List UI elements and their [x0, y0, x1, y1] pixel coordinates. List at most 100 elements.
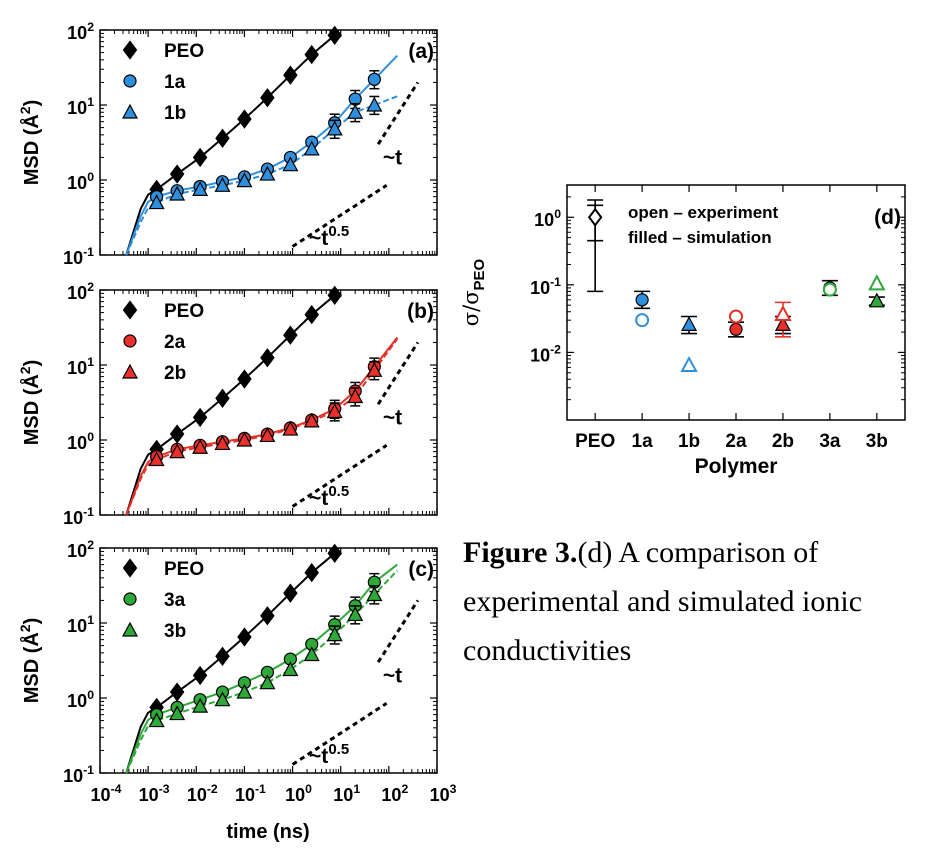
legend-label-PEO: PEO [164, 301, 204, 322]
data-point-PEO [169, 164, 185, 184]
data-point-PEO [327, 285, 342, 305]
legend-experiment: open – experiment [628, 203, 779, 222]
x-tick-label: 2b [772, 431, 794, 452]
y-tick-label: 101 [67, 95, 94, 118]
data-point-PEO [215, 646, 230, 666]
y-axis-label: MSD (Å2) [17, 100, 43, 186]
y-tick-label: 101 [67, 613, 94, 636]
series-line-PEO [125, 552, 336, 774]
sim-point-1a [635, 293, 649, 307]
x-tick-label: 10-1 [235, 782, 266, 805]
legend-marker-1a [123, 74, 137, 88]
data-point-PEO [237, 109, 252, 129]
x-tick-label: 3a [819, 431, 841, 452]
plot-frame [99, 547, 438, 774]
exp-point-3b [868, 274, 886, 291]
data-point-PEO [283, 583, 298, 603]
x-tick-label: 100 [285, 782, 312, 805]
data-point-1b [282, 156, 299, 172]
legend-marker-2b [121, 363, 139, 379]
legend-label-3b: 3b [164, 621, 186, 642]
data-point-PEO [283, 65, 298, 85]
x-axis-label: Polymer [695, 455, 778, 478]
x-axis-label: time (ns) [226, 821, 309, 843]
y-axis-label: σ/σPEO [459, 258, 488, 326]
exp-point-1a [635, 313, 650, 328]
caption-text: (d) A comparison of experimental and sim… [463, 536, 863, 667]
data-point-1b [326, 120, 343, 136]
data-point-2b [326, 403, 343, 419]
exp-point-1b [680, 355, 698, 373]
legend-label-3a: 3a [164, 590, 186, 611]
y-tick-label: 100 [67, 688, 94, 711]
panel-label: (b) [407, 300, 434, 323]
y-tick-label: 102 [67, 280, 94, 303]
x-tick-label: 1b [678, 431, 700, 452]
y-tick-label: 102 [67, 538, 94, 561]
x-tick-label: 10-4 [91, 782, 122, 805]
slope-guide-t05 [291, 702, 388, 766]
x-tick-label: 10-3 [139, 782, 170, 805]
data-point-PEO [260, 348, 275, 368]
x-tick-label: 103 [430, 782, 457, 805]
slope-label-t05: ~t0.5 [309, 223, 349, 250]
data-point-3b [347, 606, 364, 622]
x-tick-label: 10-2 [187, 782, 218, 805]
x-tick-label: 102 [381, 782, 408, 805]
y-tick-label: 10-1 [63, 245, 94, 268]
exp-point-PEO [587, 207, 603, 227]
legend-marker-3b [121, 621, 139, 637]
slope-label-t: ~t [383, 407, 402, 430]
series-markers-PEO [149, 285, 342, 460]
y-tick-label: 10-1 [530, 275, 561, 298]
data-point-1b [148, 194, 165, 210]
series-markers-PEO [149, 543, 342, 718]
data-point-3b [303, 646, 320, 662]
panel-label: (c) [408, 558, 434, 581]
legend-marker-1b [121, 103, 139, 119]
data-point-1b [169, 185, 186, 201]
data-point-3b [192, 697, 209, 713]
data-point-PEO [327, 543, 342, 563]
exp-point-2b [774, 304, 792, 322]
data-point-1b [303, 140, 320, 156]
legend-marker-3a [123, 592, 137, 606]
data-point-PEO [304, 304, 319, 325]
legend-marker-2a [123, 334, 137, 348]
series-line-PEO [125, 34, 336, 256]
data-point-1b [192, 181, 209, 196]
data-point-2b [303, 412, 320, 428]
data-point-2b [236, 431, 253, 447]
data-point-PEO [192, 407, 208, 428]
panel-label: (d) [874, 206, 901, 229]
data-point-2b [347, 388, 364, 404]
plot-frame [99, 289, 438, 516]
data-point-1b [259, 165, 276, 181]
y-tick-label: 10-1 [63, 505, 94, 528]
data-point-3b [214, 691, 231, 707]
series-line-PEO [125, 294, 336, 516]
data-point-2b [148, 451, 165, 467]
series-markers-1b [148, 95, 383, 210]
y-tick-label: 100 [67, 170, 94, 193]
data-point-PEO [304, 44, 319, 65]
legend-label-2a: 2a [164, 332, 186, 353]
sim-point-2a [729, 322, 743, 336]
exp-point-3a [822, 282, 837, 297]
data-point-2b [259, 427, 276, 443]
data-point-PEO [260, 606, 275, 626]
slope-guide-t [376, 599, 420, 664]
data-point-3b [259, 674, 276, 690]
panel-label: (a) [408, 40, 434, 63]
conductivity-panel: σ/σPEO [459, 184, 906, 421]
slope-label-t: ~t [383, 665, 402, 688]
data-point-3b [148, 712, 165, 728]
data-point-2b [366, 362, 383, 377]
msd-panel-a: MSD (Å2) ~t0.5 [17, 25, 438, 256]
data-point-3b [366, 586, 383, 602]
slope-label-t05: ~t0.5 [309, 741, 349, 768]
data-point-3b [169, 705, 186, 721]
caption-label: Figure 3. [463, 536, 578, 569]
series-markers-2b [148, 360, 383, 467]
exp-point-2a [729, 309, 743, 324]
